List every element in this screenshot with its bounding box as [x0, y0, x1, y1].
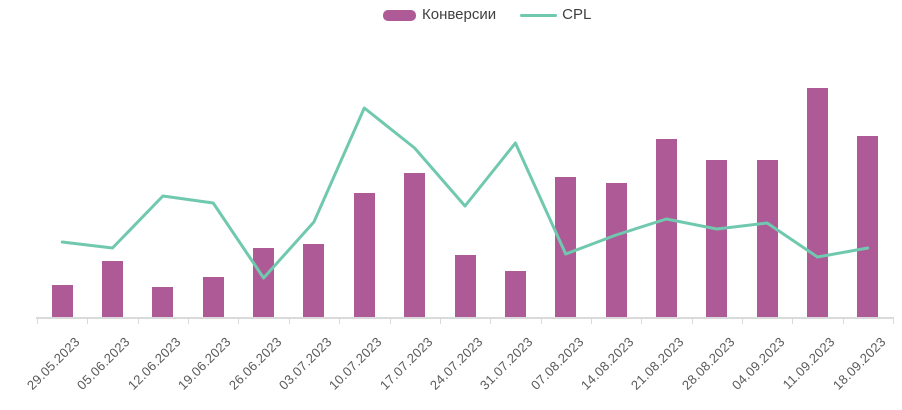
bar-24.07.2023[interactable] — [454, 255, 476, 317]
bar-04.09.2023[interactable] — [756, 160, 778, 317]
bar-11.09.2023[interactable] — [807, 88, 828, 317]
x-axis-tick — [741, 319, 743, 324]
bar-21.08.2023[interactable] — [655, 139, 677, 317]
x-axis-label-text: 10.07.2023 — [326, 334, 385, 393]
x-axis-label-text: 07.08.2023 — [527, 334, 587, 393]
x-axis-label-text: 31.07.2023 — [477, 334, 536, 393]
legend-label-conversions: Конверсии — [422, 6, 497, 23]
x-axis-tick — [540, 319, 542, 324]
x-axis-tick — [339, 319, 341, 324]
x-axis-labels: 29.05.2023 05.06.2023 12.06.2023 19.06.2023… — [24, 334, 893, 410]
legend: Конверсии CPL — [383, 7, 591, 23]
legend-item-cpl[interactable]: CPL — [520, 7, 591, 23]
plot-area — [37, 59, 893, 317]
x-axis-label-text: 11.09.2023 — [780, 334, 839, 393]
x-axis-tick — [590, 319, 592, 324]
legend-item-conversions[interactable]: Конверсии — [383, 7, 496, 23]
x-axis-tick — [691, 319, 693, 324]
bar-07.08.2023[interactable] — [555, 177, 577, 317]
bar-05.06.2023[interactable] — [102, 261, 123, 317]
x-axis-label-text: 03.07.2023 — [275, 334, 335, 393]
x-axis-label-text: 04.09.2023 — [728, 334, 788, 393]
bar-28.08.2023[interactable] — [706, 160, 728, 317]
bar-12.06.2023[interactable] — [152, 287, 174, 317]
x-axis-label-text: 05.06.2023 — [74, 334, 134, 393]
cpl-line — [60, 106, 870, 280]
x-axis-label-text: 29.05.2023 — [24, 334, 83, 393]
bar-19.06.2023[interactable] — [202, 277, 224, 317]
x-axis-label-text: 28.08.2023 — [678, 334, 738, 393]
x-axis-label-text: 24.07.2023 — [426, 334, 486, 393]
bar-14.08.2023[interactable] — [605, 183, 627, 317]
bar-26.06.2023[interactable] — [253, 248, 275, 317]
bar-18.09.2023[interactable] — [857, 136, 879, 317]
x-axis-tick — [842, 319, 844, 324]
bar-10.07.2023[interactable] — [353, 193, 375, 317]
x-axis-tick — [792, 319, 794, 324]
x-axis-tick — [288, 319, 290, 324]
x-axis-tick — [238, 319, 240, 324]
legend-label-cpl: CPL — [562, 6, 592, 23]
x-axis-label-text: 19.06.2023 — [175, 334, 234, 393]
x-axis-line — [36, 317, 894, 319]
x-axis-tick — [37, 319, 38, 324]
cpl-swatch — [520, 13, 558, 17]
x-axis-tick — [389, 319, 391, 324]
x-axis-tick — [490, 319, 492, 324]
bar-17.07.2023[interactable] — [404, 173, 426, 317]
x-axis-tick — [641, 319, 643, 324]
x-axis-label-text: 26.06.2023 — [225, 334, 285, 393]
bar-29.05.2023[interactable] — [51, 285, 73, 317]
x-axis-label-text: 18.09.2023 — [829, 334, 889, 393]
x-axis-label-text: 17.07.2023 — [376, 334, 436, 393]
bars-series-conversions — [37, 59, 893, 317]
cpl-line-series — [60, 106, 870, 280]
x-axis-tick — [137, 319, 139, 324]
x-axis-tick — [87, 319, 89, 324]
x-axis-label-text: 21.08.2023 — [628, 334, 687, 393]
conversions-swatch — [383, 9, 416, 21]
x-axis-label-text: 14.08.2023 — [577, 334, 637, 393]
x-axis-tick — [893, 319, 894, 324]
x-axis-tick — [439, 319, 441, 324]
bar-31.07.2023[interactable] — [504, 271, 526, 317]
x-axis-label-text: 12.06.2023 — [124, 334, 184, 393]
x-axis-ticks — [37, 319, 894, 325]
bar-03.07.2023[interactable] — [303, 244, 325, 317]
x-axis-tick — [188, 319, 190, 324]
